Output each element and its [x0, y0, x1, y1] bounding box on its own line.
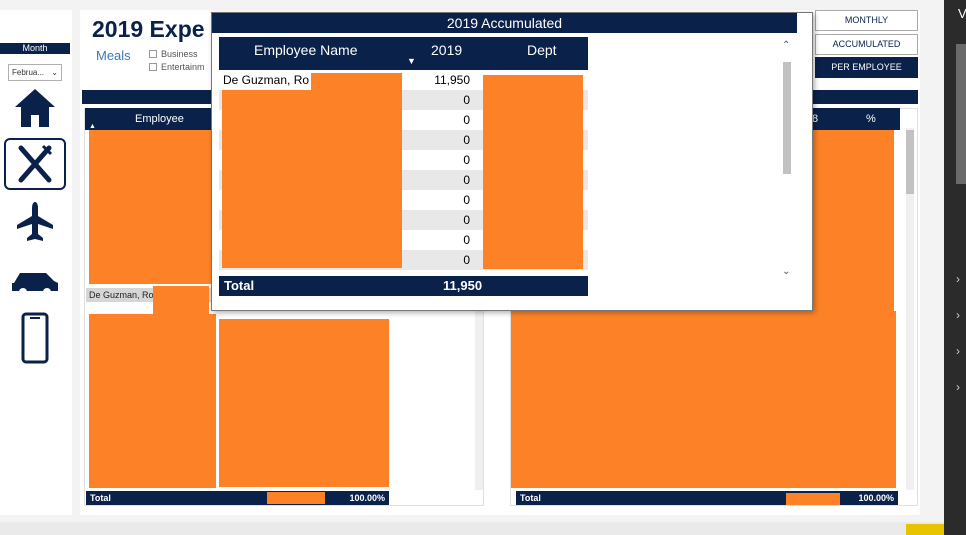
per-employee-button[interactable]: PER EMPLOYEE [815, 57, 918, 78]
car-icon [12, 273, 58, 296]
travel-button[interactable] [4, 196, 66, 248]
chevron-down-icon: ⌄ [51, 68, 58, 77]
legend-item-entertainment[interactable]: Entertainm [149, 62, 205, 72]
column-header-employee-name[interactable]: Employee Name [254, 42, 358, 58]
accumulated-button[interactable]: ACCUMULATED [815, 34, 918, 55]
redacted-block [812, 130, 894, 314]
redacted-block [483, 75, 583, 269]
meals-button[interactable] [4, 138, 66, 190]
left-table-header[interactable]: ▲ Employee Name [85, 108, 213, 147]
right-side-panel: V › › › › [944, 0, 966, 535]
redacted-block [786, 493, 840, 505]
popup-scrollbar[interactable]: ⌃ ⌄ [780, 40, 794, 285]
scrollbar-thumb[interactable] [783, 62, 791, 174]
left-table-scrollbar[interactable] [475, 310, 483, 490]
chevron-right-icon[interactable]: › [956, 344, 960, 358]
column-header-2019[interactable]: 2019 [431, 42, 463, 58]
mobile-phone-icon [21, 312, 49, 364]
chevron-up-icon[interactable]: ⌃ [782, 40, 791, 51]
car-button[interactable] [4, 256, 66, 308]
fork-knife-icon [18, 144, 53, 183]
sort-asc-icon: ▲ [89, 123, 96, 130]
chevron-down-icon[interactable]: ⌄ [782, 266, 791, 277]
right-table-scrollbar[interactable] [906, 128, 914, 490]
page-title: 2019 Expe [92, 16, 205, 42]
month-slicer-label: Month [0, 43, 70, 54]
sort-desc-icon: ▼ [407, 56, 416, 66]
redacted-block [222, 90, 402, 268]
redacted-block [267, 492, 325, 504]
popup-title: 2019 Accumulated [212, 13, 797, 33]
yellow-tab[interactable] [906, 524, 944, 535]
mobile-button[interactable] [4, 312, 66, 364]
checkbox[interactable] [149, 50, 157, 58]
redacted-block [89, 314, 216, 488]
meals-label: Meals [96, 48, 131, 63]
monthly-button[interactable]: MONTHLY [815, 10, 918, 31]
column-header-dept[interactable]: Dept [527, 42, 557, 58]
popup-table-header: Employee Name ▼ 2019 Dept [219, 37, 588, 70]
scrollbar-thumb[interactable] [906, 130, 914, 194]
right-table-header[interactable]: 8 % [790, 108, 900, 130]
airplane-icon [17, 202, 53, 241]
chevron-right-icon[interactable]: › [956, 380, 960, 394]
panel-icons [956, 44, 966, 184]
redacted-block [219, 319, 389, 487]
popup-total-row: Total 11,950 [219, 276, 588, 296]
legend-item-business[interactable]: Business [149, 49, 198, 59]
home-button[interactable] [4, 82, 66, 134]
redacted-block [511, 311, 896, 488]
month-slicer-dropdown[interactable]: Februa... ⌄ [8, 64, 62, 81]
home-icon [15, 89, 55, 127]
redacted-block [153, 286, 209, 314]
chevron-right-icon[interactable]: › [956, 272, 960, 286]
panel-letter: V [958, 6, 966, 21]
chevron-right-icon[interactable]: › [956, 308, 960, 322]
left-table-total-row: Total 100.00% [86, 491, 389, 505]
month-slicer-value: Februa... [12, 68, 45, 77]
redacted-block [311, 73, 402, 93]
redacted-block [89, 130, 211, 284]
right-table-total-row: Total 100.00% [516, 491, 898, 505]
checkbox[interactable] [149, 63, 157, 71]
accumulated-popup: 2019 Accumulated Employee Name ▼ 2019 De… [211, 12, 813, 311]
